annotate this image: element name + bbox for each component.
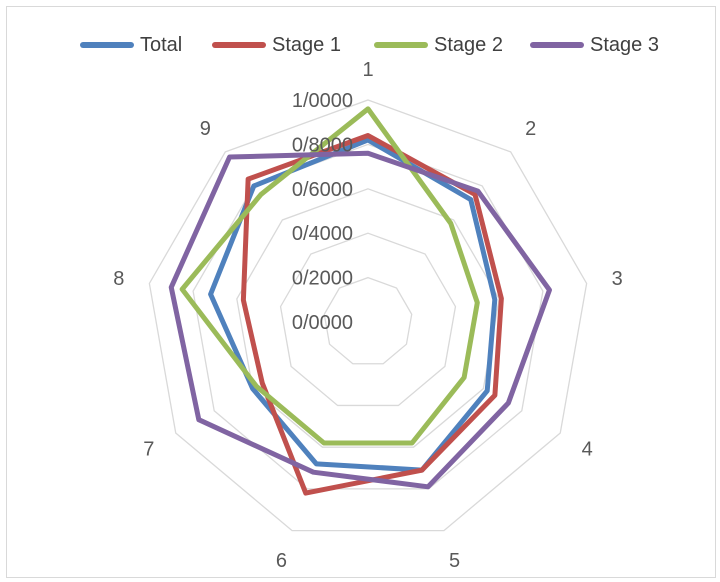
grid-ring-3 — [236, 188, 500, 448]
series-line-stage-1 — [240, 133, 504, 496]
category-label-8: 8 — [113, 268, 124, 290]
category-label-2: 2 — [525, 118, 536, 140]
series-line-total — [208, 137, 498, 473]
tick-label-1: 0/2000 — [292, 268, 353, 290]
legend-swatch-stage-1 — [212, 42, 266, 48]
legend-label-stage-3: Stage 3 — [590, 34, 659, 56]
legend-label-stage-1: Stage 1 — [272, 34, 341, 56]
category-label-5: 5 — [449, 550, 460, 572]
grid-ring-5 — [148, 99, 588, 532]
tick-label-3: 0/6000 — [292, 179, 353, 201]
tick-labels: 0/0000 0/2000 0/4000 0/6000 0/8000 1/0000 — [292, 90, 353, 334]
legend-label-total: Total — [140, 34, 183, 56]
category-label-7: 7 — [143, 439, 154, 461]
tick-label-0: 0/0000 — [292, 312, 353, 334]
category-label-6: 6 — [276, 550, 287, 572]
category-labels: 1 2 3 4 5 6 7 8 9 — [113, 59, 623, 572]
grid-ring-1 — [323, 276, 413, 365]
series-line-stage-3 — [168, 150, 552, 490]
category-label-3: 3 — [612, 268, 623, 290]
legend-label-stage-2: Stage 2 — [434, 34, 503, 56]
legend-swatch-stage-3 — [530, 42, 584, 48]
category-label-9: 9 — [200, 118, 211, 140]
legend: Total Stage 1 Stage 2 Stage 3 — [0, 26, 720, 66]
grid-ring-2 — [279, 232, 457, 407]
series-lines — [168, 106, 552, 496]
legend-swatch-total — [80, 42, 134, 48]
legend-swatch-stage-2 — [374, 42, 428, 48]
tick-label-2: 0/4000 — [292, 223, 353, 245]
tick-label-5: 1/0000 — [292, 90, 353, 112]
category-label-4: 4 — [582, 439, 593, 461]
series-line-stage-2 — [179, 106, 480, 446]
tick-label-4: 0/8000 — [292, 134, 353, 156]
category-label-1: 1 — [362, 59, 373, 81]
